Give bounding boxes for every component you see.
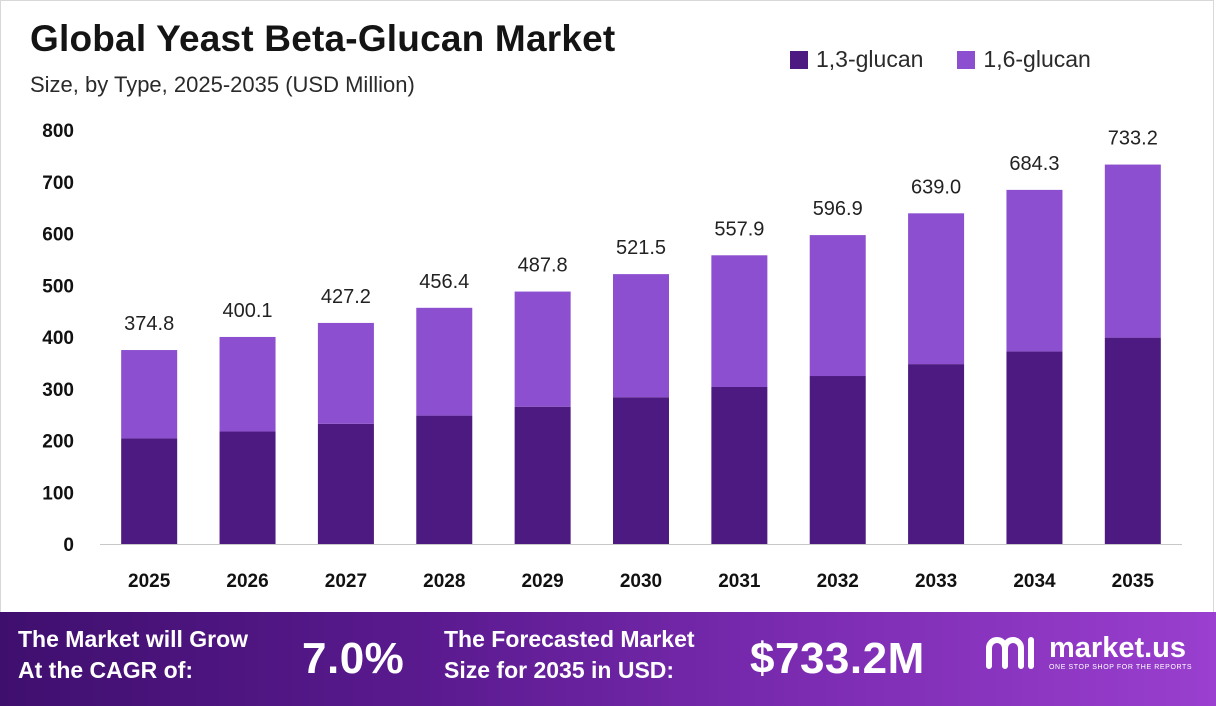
- bar-segment-1-6-glucan: [416, 307, 473, 416]
- y-tick-label: 300: [42, 380, 74, 401]
- bar-segment-1-3-glucan: [908, 364, 965, 544]
- bar-segment-1-6-glucan: [121, 350, 178, 439]
- bar-segment-1-6-glucan: [908, 213, 965, 365]
- bar-segment-1-6-glucan: [514, 291, 571, 407]
- y-tick-label: 700: [42, 173, 74, 194]
- bar-total-label: 374.8: [124, 313, 174, 335]
- bar-chart: 0 100 200 300 400 500 600 700 800 374.8 2025 400.1 2…: [42, 121, 1182, 592]
- summary-banner: The Market will Grow At the CAGR of: 7.0…: [0, 612, 1216, 706]
- logo-tagline: ONE STOP SHOP FOR THE REPORTS: [1049, 663, 1193, 671]
- bar-segment-1-3-glucan: [711, 386, 768, 544]
- bar-segment-1-3-glucan: [121, 438, 178, 544]
- x-tick-label: 2027: [325, 571, 367, 592]
- bar-total-label: 521.5: [616, 237, 666, 259]
- y-tick-label: 200: [42, 432, 74, 453]
- bar-segment-1-3-glucan: [1104, 337, 1161, 544]
- bar-total-label: 557.9: [714, 218, 764, 240]
- legend-swatch-series-1: [790, 50, 808, 69]
- x-tick-label: 2035: [1112, 571, 1155, 592]
- bar-total-label: 400.1: [223, 300, 273, 322]
- x-tick-label: 2034: [1013, 571, 1056, 592]
- x-tick-label: 2028: [423, 571, 465, 592]
- market-us-logo-icon: [986, 637, 1034, 669]
- cagr-label: The Market will Grow At the CAGR of:: [18, 624, 248, 686]
- bar-segment-1-6-glucan: [219, 336, 276, 432]
- cagr-label-line1: The Market will Grow: [18, 626, 249, 652]
- bar-segment-1-3-glucan: [1006, 351, 1063, 544]
- y-tick-label: 100: [42, 483, 74, 504]
- cagr-value: 7.0%: [302, 634, 405, 683]
- logo-name: market.us: [1049, 631, 1187, 664]
- bar-total-label: 733.2: [1108, 128, 1158, 150]
- cagr-label-line2: At the CAGR of:: [18, 657, 194, 683]
- bar-total-label: 639.0: [911, 176, 961, 198]
- x-tick-label: 2026: [226, 571, 268, 592]
- x-tick-label: 2032: [817, 571, 859, 592]
- x-tick-label: 2029: [521, 571, 563, 592]
- bar-segment-1-3-glucan: [416, 415, 473, 544]
- bar-segment-1-6-glucan: [1006, 189, 1063, 352]
- legend-label-series-2: 1,6-glucan: [983, 46, 1091, 72]
- forecast-label-line1: The Forecasted Market: [444, 626, 695, 652]
- bar-segment-1-3-glucan: [613, 397, 669, 544]
- y-tick-label: 600: [42, 225, 74, 246]
- forecast-value: $733.2M: [750, 634, 925, 683]
- y-tick-label: 0: [63, 535, 74, 556]
- bar-segment-1-3-glucan: [219, 431, 276, 544]
- bar-segment-1-6-glucan: [809, 235, 866, 377]
- y-tick-label: 800: [42, 121, 74, 142]
- chart-title: Global Yeast Beta-Glucan Market: [30, 18, 616, 59]
- bar-total-label: 487.8: [518, 255, 568, 277]
- bar-total-label: 427.2: [321, 286, 371, 308]
- bar-segment-1-6-glucan: [711, 255, 768, 387]
- legend: 1,3-glucan 1,6-glucan: [790, 46, 1091, 73]
- y-tick-label: 500: [42, 276, 74, 297]
- legend-item-series-1: 1,3-glucan: [790, 46, 923, 73]
- bar-segment-1-6-glucan: [613, 274, 669, 398]
- bar-total-label: 684.3: [1009, 153, 1059, 175]
- bar-segment-1-3-glucan: [809, 376, 866, 544]
- x-tick-label: 2025: [128, 571, 171, 592]
- brand-logo: market.us ONE STOP SHOP FOR THE REPORTS: [985, 632, 1192, 672]
- bar-segment-1-3-glucan: [514, 406, 571, 544]
- forecast-label: The Forecasted Market Size for 2035 in U…: [444, 624, 695, 686]
- x-tick-label: 2031: [718, 571, 761, 592]
- bar-total-label: 596.9: [813, 198, 863, 220]
- forecast-label-line2: Size for 2035 in USD:: [444, 657, 675, 683]
- legend-label-series-1: 1,3-glucan: [816, 46, 924, 72]
- bar-segment-1-6-glucan: [317, 322, 374, 424]
- chart-subtitle: Size, by Type, 2025-2035 (USD Million): [30, 72, 415, 97]
- bar-segment-1-3-glucan: [317, 423, 374, 544]
- y-tick-label: 400: [42, 328, 74, 349]
- legend-item-series-2: 1,6-glucan: [957, 46, 1091, 73]
- legend-swatch-series-2: [957, 50, 976, 69]
- x-tick-label: 2033: [915, 571, 957, 592]
- x-tick-label: 2030: [620, 571, 662, 592]
- bar-total-label: 456.4: [419, 271, 469, 293]
- bar-segment-1-6-glucan: [1104, 164, 1161, 338]
